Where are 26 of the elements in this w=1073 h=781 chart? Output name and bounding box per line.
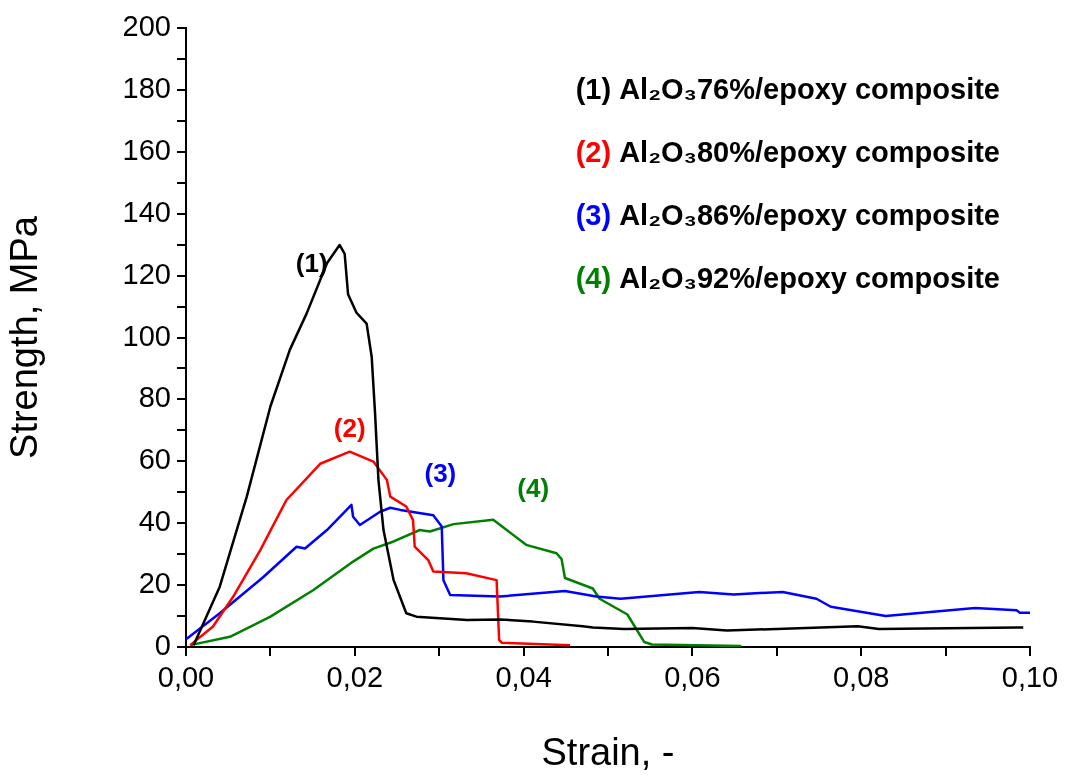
y-tick-label: 100 [122, 319, 171, 352]
text: (1) Al₂O₃76%/epoxy composite [575, 73, 1000, 105]
x-axis-title: Strain, - [541, 730, 675, 773]
x-tick-label: 0,00 [157, 661, 215, 694]
y-tick-label: 180 [122, 71, 171, 104]
annotation: (3) [424, 458, 457, 489]
x-tick-label: 0,08 [832, 661, 890, 694]
y-tick-label: 140 [122, 195, 171, 228]
x-tick-label: 0,04 [495, 661, 552, 694]
x-tick-label: 0,02 [326, 661, 384, 694]
y-tick-label: 40 [138, 505, 171, 538]
x-tick-label: 0,10 [1001, 661, 1059, 694]
y-axis-title: Strength, MPa [3, 215, 46, 459]
annotation: (4) [517, 472, 550, 503]
y-tick-label: 60 [138, 443, 171, 476]
y-tick-label: 200 [122, 10, 171, 42]
annotation: (2) [333, 412, 366, 443]
y-tick-label: 160 [122, 133, 171, 166]
y-tick-label: 80 [138, 381, 171, 414]
text: (2) Al₂O₃80%/epoxy composite [575, 136, 1000, 168]
text: (4) Al₂O₃92%/epoxy composite [575, 262, 1000, 294]
x-tick-label: 0,06 [664, 661, 721, 694]
text: (3) Al₂O₃86%/epoxy composite [575, 199, 1000, 231]
y-tick-label: 0 [154, 629, 171, 661]
y-tick-label: 120 [122, 257, 171, 290]
y-tick-label: 20 [138, 567, 171, 600]
